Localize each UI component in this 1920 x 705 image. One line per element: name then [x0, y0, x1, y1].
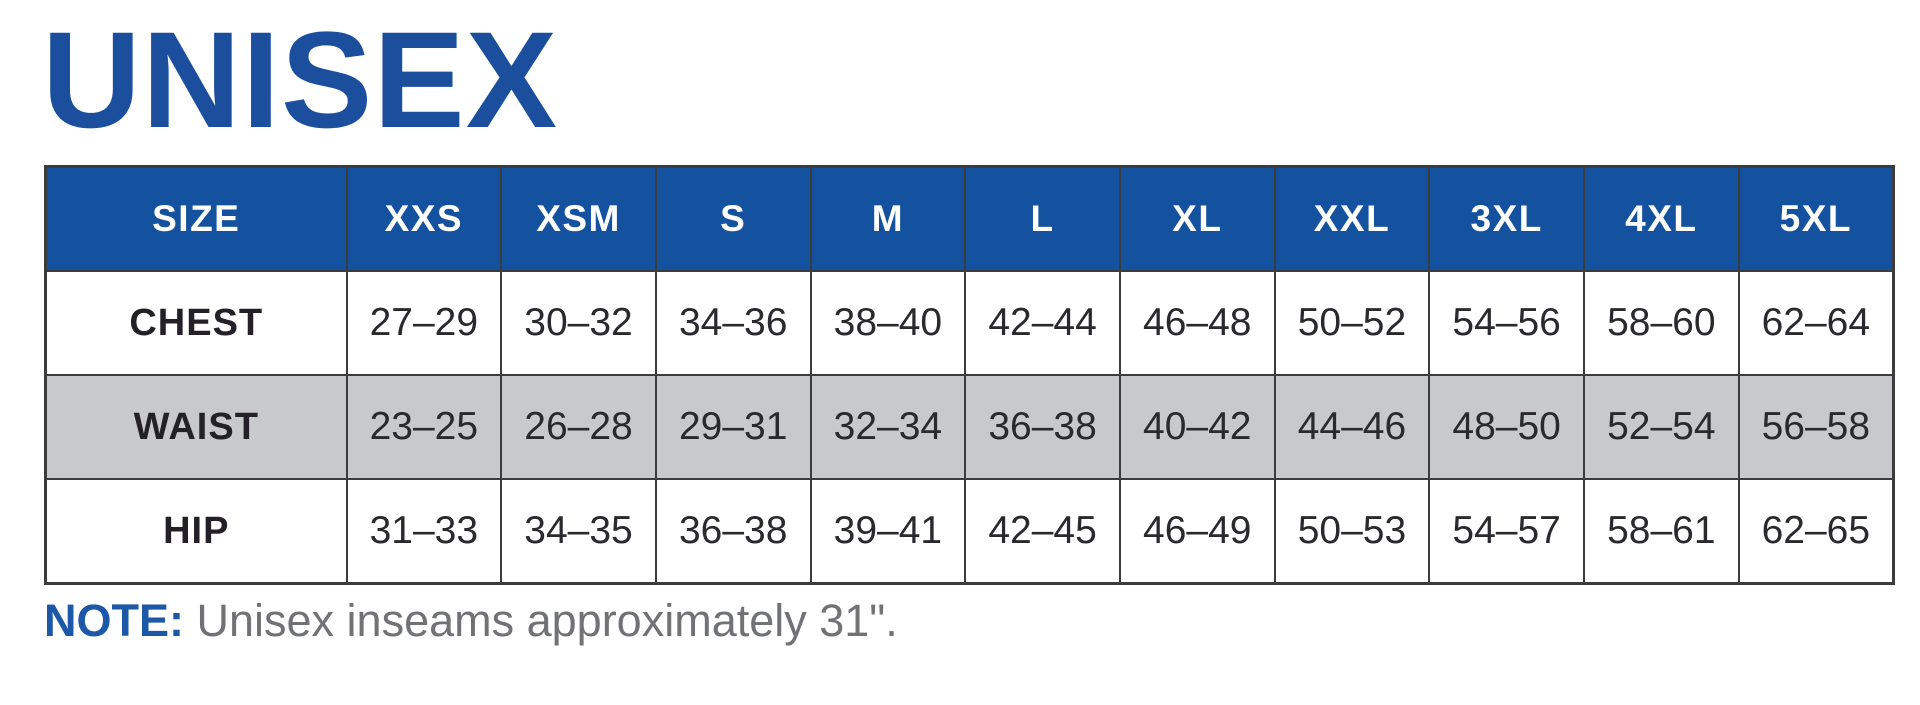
cell-waist-5xl: 56–58 — [1737, 374, 1895, 480]
cell-hip-5xl: 62–65 — [1737, 478, 1895, 585]
column-header-m: M — [809, 165, 967, 272]
cell-chest-s: 34–36 — [654, 270, 812, 376]
cell-hip-3xl: 54–57 — [1428, 478, 1585, 585]
cell-chest-xl: 46–48 — [1118, 270, 1276, 376]
cell-waist-xxl: 44–46 — [1273, 374, 1431, 480]
column-header-4xl: 4XL — [1583, 165, 1740, 272]
cell-chest-xsm: 30–32 — [500, 270, 657, 376]
cell-hip-xxl: 50–53 — [1273, 478, 1431, 585]
cell-waist-3xl: 48–50 — [1428, 374, 1585, 480]
cell-waist-s: 29–31 — [654, 374, 812, 480]
table-row-waist: WAIST 23–25 26–28 29–31 32–34 36–38 40–42 44–46… — [44, 374, 1895, 480]
cell-waist-4xl: 52–54 — [1583, 374, 1740, 480]
cell-hip-xxs: 31–33 — [345, 478, 503, 585]
cell-hip-xl: 46–49 — [1118, 478, 1276, 585]
column-header-s: S — [654, 165, 812, 272]
row-label-chest: CHEST — [44, 270, 348, 376]
page-title: UNISEX — [42, 4, 559, 157]
cell-hip-l: 42–45 — [964, 478, 1121, 585]
cell-chest-m: 38–40 — [809, 270, 967, 376]
table-row-hip: HIP 31–33 34–35 36–38 39–41 42–45 46–49 50–53 54… — [44, 478, 1895, 585]
cell-chest-4xl: 58–60 — [1583, 270, 1740, 376]
row-label-waist: WAIST — [44, 374, 348, 480]
cell-waist-m: 32–34 — [809, 374, 967, 480]
table-body: CHEST 27–29 30–32 34–36 38–40 42–44 46–48 50–52… — [44, 270, 1895, 585]
note-text: Unisex inseams approximately 31". — [184, 595, 898, 646]
cell-chest-5xl: 62–64 — [1737, 270, 1895, 376]
column-header-5xl: 5XL — [1737, 165, 1895, 272]
cell-hip-4xl: 58–61 — [1583, 478, 1740, 585]
column-header-xxs: XXS — [345, 165, 503, 272]
column-header-l: L — [964, 165, 1121, 272]
cell-waist-l: 36–38 — [964, 374, 1121, 480]
table-header-row: SIZE XXS XSM S M L XL XXL 3XL 4XL 5XL — [44, 165, 1895, 272]
cell-chest-3xl: 54–56 — [1428, 270, 1585, 376]
cell-waist-xxs: 23–25 — [345, 374, 503, 480]
column-header-xl: XL — [1118, 165, 1276, 272]
column-header-xxl: XXL — [1273, 165, 1431, 272]
cell-waist-xsm: 26–28 — [500, 374, 657, 480]
cell-hip-s: 36–38 — [654, 478, 812, 585]
table-row-chest: CHEST 27–29 30–32 34–36 38–40 42–44 46–48 50–52… — [44, 270, 1895, 376]
column-header-3xl: 3XL — [1428, 165, 1585, 272]
size-table: SIZE XXS XSM S M L XL XXL 3XL 4XL 5XL CHEST 27–29 30… — [44, 165, 1895, 585]
note-label: NOTE: — [44, 595, 184, 646]
column-header-size: SIZE — [44, 165, 348, 272]
note: NOTE: Unisex inseams approximately 31". — [44, 596, 898, 646]
cell-chest-xxs: 27–29 — [345, 270, 503, 376]
cell-chest-l: 42–44 — [964, 270, 1121, 376]
cell-hip-xsm: 34–35 — [500, 478, 657, 585]
column-header-xsm: XSM — [500, 165, 657, 272]
cell-hip-m: 39–41 — [809, 478, 967, 585]
row-label-hip: HIP — [44, 478, 348, 585]
cell-chest-xxl: 50–52 — [1273, 270, 1431, 376]
cell-waist-xl: 40–42 — [1118, 374, 1276, 480]
